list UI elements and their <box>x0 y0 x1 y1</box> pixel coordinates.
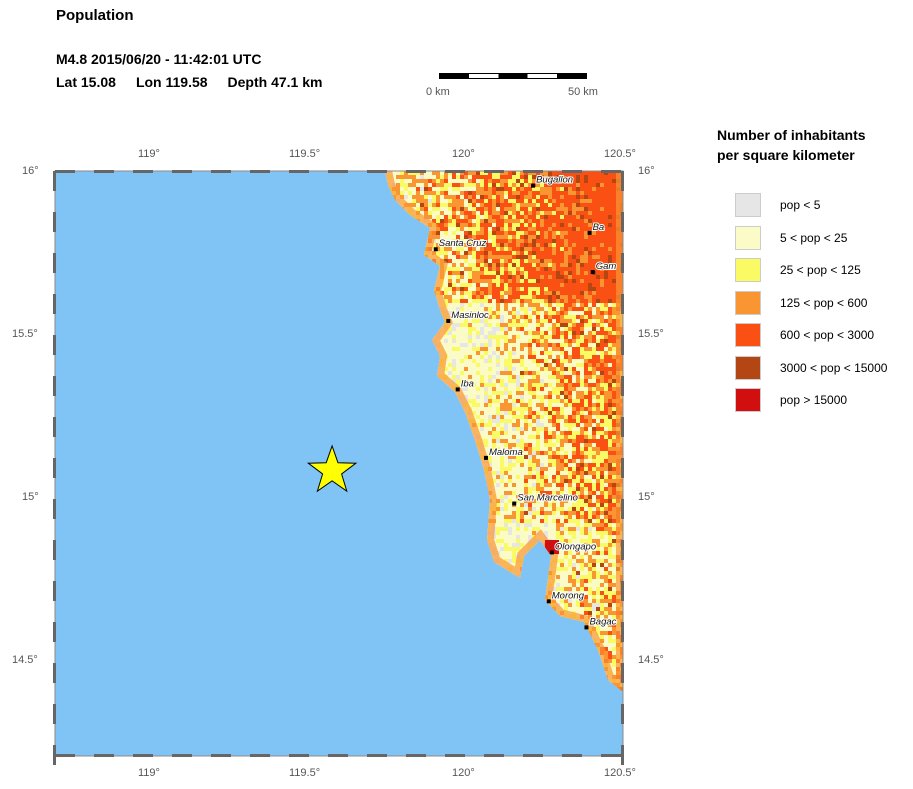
lon-tick: 120.5° <box>604 148 636 160</box>
lat-tick: 14.5° <box>638 654 664 666</box>
scale-end: 50 km <box>568 86 598 98</box>
scale-start: 0 km <box>426 86 450 98</box>
event-lat: Lat 15.08 <box>56 74 116 90</box>
city-marker[interactable]: Maloma <box>483 446 524 460</box>
legend-swatch <box>735 355 761 380</box>
city-dot-icon <box>512 501 517 506</box>
legend-item: pop < 5 <box>735 193 820 217</box>
lon-tick: 120.5° <box>604 767 636 779</box>
city-dot-icon <box>531 183 536 188</box>
scale-bar <box>439 73 587 79</box>
city-marker[interactable]: Gam <box>590 260 617 275</box>
legend-item: pop > 15000 <box>735 388 847 412</box>
city-label: Olongapo <box>555 541 596 552</box>
city-marker[interactable]: Olongapo <box>549 540 597 555</box>
lon-tick: 119° <box>138 148 160 160</box>
lat-tick: 15.5° <box>638 328 664 340</box>
city-label: Ba <box>593 222 605 233</box>
legend-item: 5 < pop < 25 <box>735 225 848 250</box>
city-dot-icon <box>549 550 554 555</box>
legend-swatch <box>735 290 761 315</box>
frame-border <box>53 170 624 765</box>
legend-swatch <box>735 225 761 250</box>
city-label: Maloma <box>489 447 523 458</box>
city-label: Iba <box>461 378 474 389</box>
event-info: M4.8 2015/06/20 - 11:42:01 UTC <box>56 51 262 67</box>
event-depth: Depth 47.1 km <box>227 74 323 90</box>
lat-tick: 15° <box>638 491 655 503</box>
city-dot-icon <box>590 270 595 275</box>
map-title: Population <box>56 7 134 24</box>
city-dot-icon <box>455 387 460 392</box>
city-dot-icon <box>587 230 592 235</box>
city-marker[interactable]: Bugallon <box>531 174 574 188</box>
legend-swatch <box>735 193 761 217</box>
city-dot-icon <box>446 318 451 323</box>
city-label: Masinloc <box>451 310 489 321</box>
city-marker[interactable]: San Marcelino <box>512 492 579 506</box>
lon-tick: 120° <box>452 767 475 779</box>
legend-item: 3000 < pop < 15000 <box>735 355 888 380</box>
lon-tick: 119.5° <box>289 767 321 779</box>
city-marker[interactable]: Masinloc <box>446 309 490 323</box>
city-label: Morong <box>552 590 585 601</box>
legend-swatch <box>735 323 761 347</box>
legend-label: 25 < pop < 125 <box>780 263 861 277</box>
legend-swatch <box>735 258 761 282</box>
legend-swatch <box>735 388 761 412</box>
legend-title-line: per square kilometer <box>717 147 855 163</box>
city-marker[interactable]: Morong <box>546 589 586 604</box>
city-label: Bugallon <box>536 175 573 186</box>
legend-label: 125 < pop < 600 <box>780 295 868 310</box>
legend-label: 3000 < pop < 15000 <box>780 360 888 375</box>
legend-item: 125 < pop < 600 <box>735 290 868 315</box>
city-marker[interactable]: Ba <box>587 221 605 235</box>
legend-title-line: Number of inhabitants <box>717 127 866 143</box>
lon-tick: 119.5° <box>289 148 321 160</box>
lon-tick: 120° <box>452 148 475 160</box>
city-marker[interactable]: Iba <box>455 377 475 392</box>
legend-item: 600 < pop < 3000 <box>735 323 874 347</box>
legend-label: pop > 15000 <box>780 393 848 407</box>
legend-label: 5 < pop < 25 <box>780 230 848 245</box>
city-label: Bagac <box>589 616 616 627</box>
city-dot-icon <box>546 599 551 604</box>
city-dot-icon <box>483 455 488 460</box>
lat-tick: 15.5° <box>12 328 38 340</box>
lon-tick: 119° <box>138 767 160 779</box>
city-marker[interactable]: Santa Cruz <box>433 237 488 252</box>
city-dot-icon <box>584 625 589 630</box>
lat-tick: 16° <box>22 165 39 177</box>
legend-title: Number of inhabitants per square kilomete… <box>717 125 866 165</box>
lat-tick: 14.5° <box>12 654 38 666</box>
legend-label: pop < 5 <box>780 198 821 212</box>
city-dot-icon <box>433 247 438 252</box>
city-marker[interactable]: Bagac <box>584 615 618 630</box>
event-location: Lat 15.08 Lon 119.58 Depth 47.1 km <box>56 74 322 90</box>
legend-label: 600 < pop < 3000 <box>780 328 875 342</box>
lat-tick: 15° <box>22 491 39 503</box>
city-label: Gam <box>596 261 617 272</box>
legend-item: 25 < pop < 125 <box>735 258 861 282</box>
event-lon: Lon 119.58 <box>135 74 208 90</box>
epicenter-star-icon[interactable] <box>306 444 358 493</box>
lat-tick: 16° <box>638 165 655 177</box>
city-label: San Marcelino <box>517 493 578 504</box>
city-label: Santa Cruz <box>439 238 487 249</box>
